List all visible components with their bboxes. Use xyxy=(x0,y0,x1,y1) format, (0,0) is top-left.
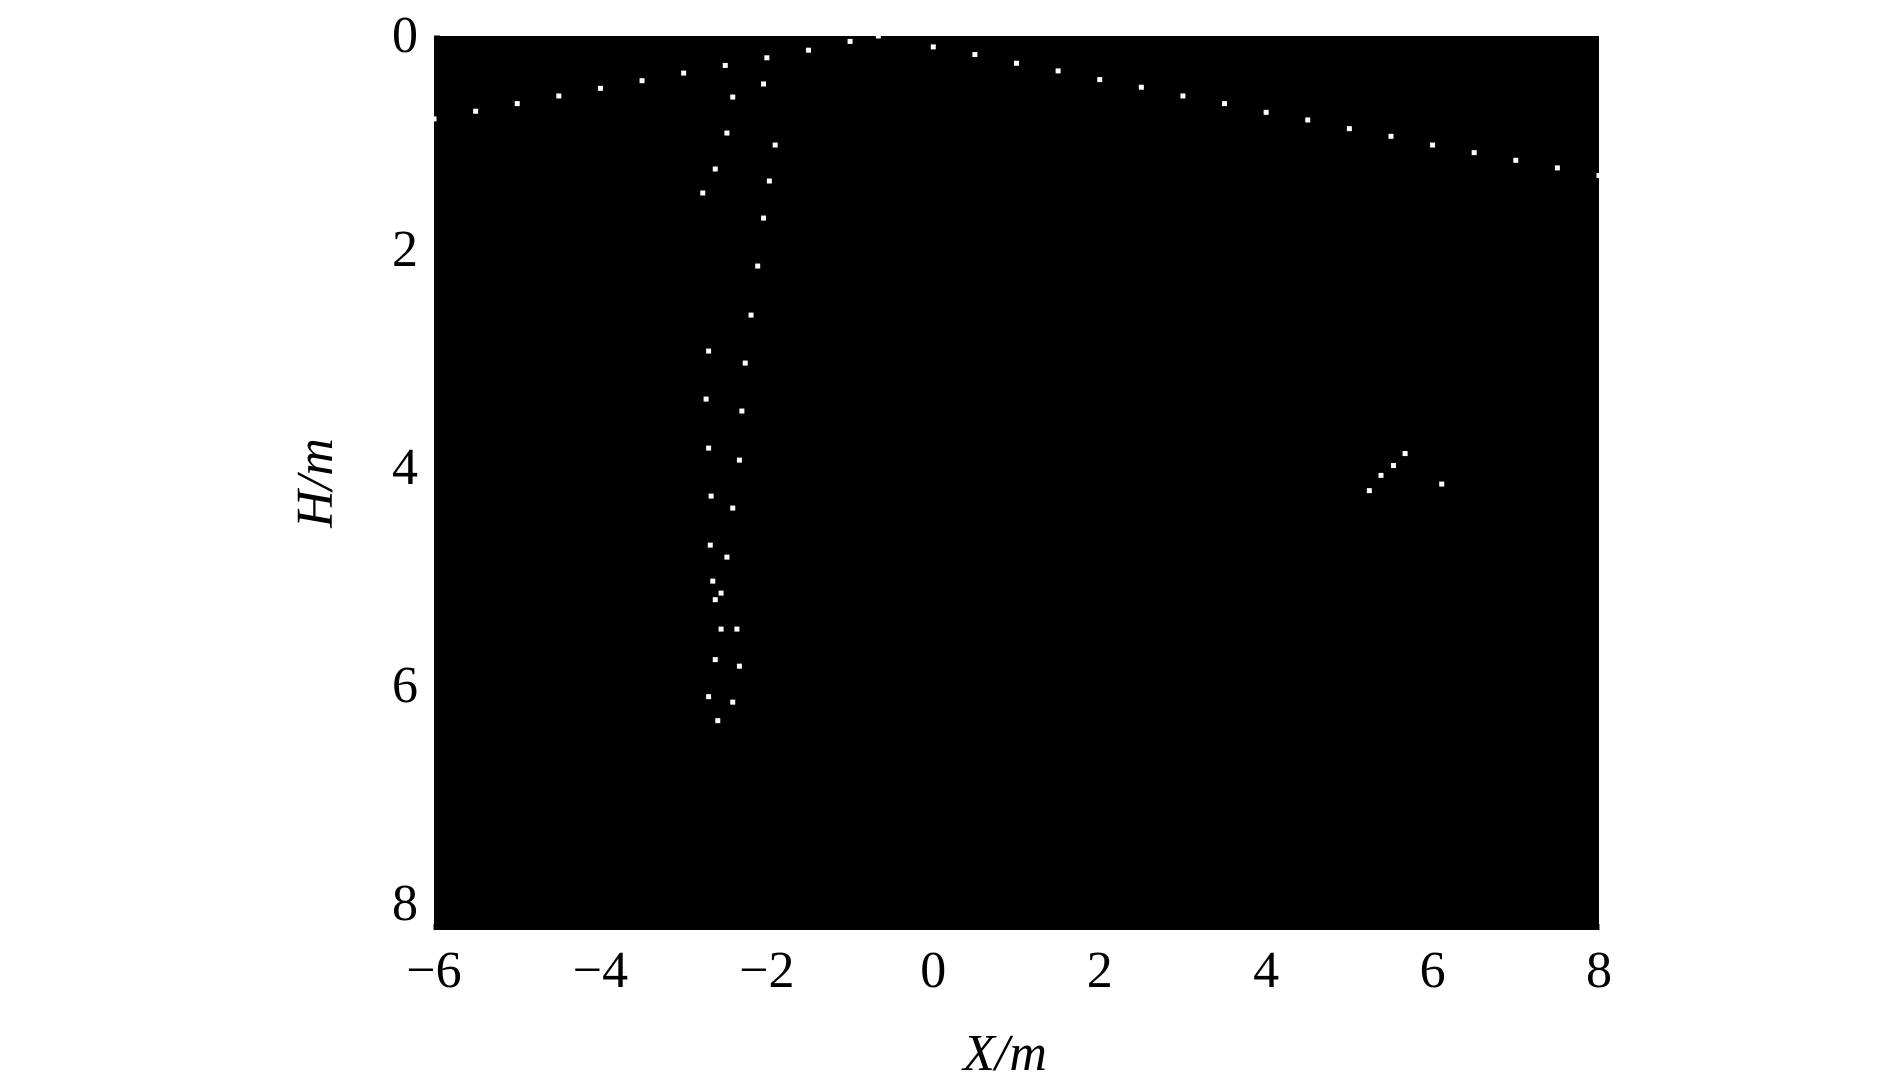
edge-point xyxy=(1471,150,1477,156)
edge-point xyxy=(715,718,721,724)
edge-point xyxy=(1390,463,1396,469)
x-tick-label: 6 xyxy=(1420,942,1446,999)
edge-point xyxy=(706,694,712,700)
edge-point xyxy=(724,554,730,560)
edge-point xyxy=(431,116,437,122)
edge-point xyxy=(1014,60,1019,66)
edge-point xyxy=(730,699,736,705)
x-tick-label: −4 xyxy=(573,942,628,999)
edge-point xyxy=(734,626,740,632)
edge-point xyxy=(707,542,713,548)
y-axis-label: H/m xyxy=(287,438,344,529)
edge-point xyxy=(473,108,479,114)
edge-point xyxy=(1346,126,1352,132)
edge-point xyxy=(700,190,706,196)
edge-point xyxy=(930,44,936,50)
edge-point xyxy=(597,85,603,91)
edge-point xyxy=(761,215,767,221)
y-tick-label: 4 xyxy=(392,439,418,496)
edge-point xyxy=(710,578,716,584)
edge-point xyxy=(1513,157,1519,163)
plot-area xyxy=(434,36,1599,930)
edge-point xyxy=(805,47,811,53)
x-axis-label: X/m xyxy=(961,1025,1047,1082)
edge-point xyxy=(708,493,714,499)
edge-point xyxy=(1305,117,1311,123)
y-tick-label: 8 xyxy=(392,875,418,932)
edge-point xyxy=(1596,173,1602,179)
edge-point xyxy=(761,81,767,87)
edge-point xyxy=(739,408,745,414)
edge-point xyxy=(706,348,712,354)
edge-point xyxy=(736,457,742,463)
edge-point xyxy=(724,130,730,136)
edge-point xyxy=(1439,481,1445,487)
x-tick-label: 8 xyxy=(1586,942,1612,999)
edge-point xyxy=(718,626,724,632)
edge-point xyxy=(847,38,853,44)
edge-point xyxy=(556,93,562,99)
y-tick-label: 0 xyxy=(392,7,418,64)
edge-point xyxy=(1097,77,1103,83)
edge-point xyxy=(736,663,742,669)
edge-point xyxy=(514,101,520,107)
edge-point xyxy=(1180,93,1186,99)
edge-point xyxy=(703,396,709,402)
edge-point xyxy=(1554,165,1560,171)
edge-point xyxy=(1263,109,1269,115)
edge-point xyxy=(722,62,728,68)
x-tick-label: 4 xyxy=(1253,942,1279,999)
x-tick-label: −2 xyxy=(739,942,794,999)
edge-point xyxy=(712,597,718,603)
edge-point xyxy=(766,178,772,184)
y-tick-label: 2 xyxy=(392,221,418,278)
edge-point xyxy=(1388,133,1394,139)
edge-point xyxy=(1222,101,1228,107)
edge-point xyxy=(1402,451,1408,457)
x-tick-label: 2 xyxy=(1087,942,1113,999)
edge-point xyxy=(1378,472,1384,478)
edge-point xyxy=(875,33,881,39)
edge-point xyxy=(712,657,718,663)
edge-point xyxy=(748,312,754,318)
edge-point xyxy=(1430,142,1436,148)
edge-point xyxy=(755,263,761,269)
edge-point xyxy=(1138,84,1144,90)
edge-point xyxy=(1055,68,1061,74)
edge-point xyxy=(730,505,736,511)
y-tick-label: 6 xyxy=(392,657,418,714)
edge-point xyxy=(742,360,748,366)
edge-point xyxy=(730,94,736,100)
x-tick-label: −6 xyxy=(406,942,461,999)
edge-point xyxy=(712,166,718,172)
edge-point xyxy=(718,590,724,596)
x-tick-label: 0 xyxy=(920,942,946,999)
edge-point xyxy=(639,78,645,84)
edge-point xyxy=(706,445,712,451)
edge-point xyxy=(764,55,770,61)
edge-point xyxy=(681,70,687,76)
edge-point xyxy=(972,52,978,58)
edge-point xyxy=(1366,488,1372,494)
edge-point xyxy=(772,142,778,148)
